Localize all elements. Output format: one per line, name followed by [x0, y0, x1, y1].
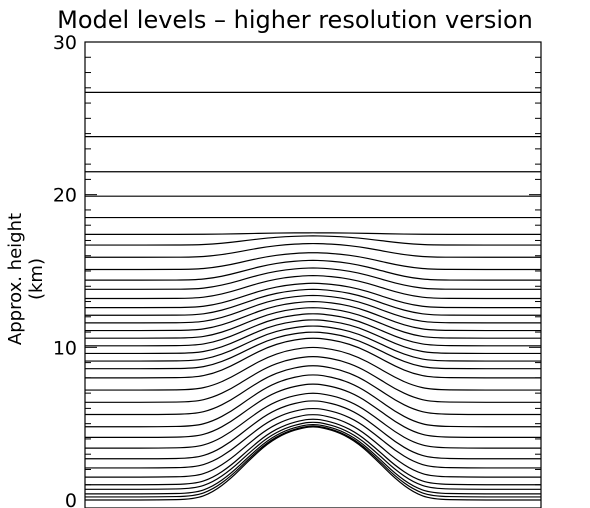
plot-frame	[84, 41, 542, 508]
model-level-line-17	[85, 319, 541, 355]
model-level-line-29	[85, 235, 541, 246]
model-level-line-25	[85, 267, 541, 290]
model-level-line-12	[84, 356, 541, 403]
model-level-line-4	[84, 418, 541, 486]
model-level-line-8	[85, 392, 541, 449]
model-level-line-13	[85, 346, 541, 391]
model-level-line-5	[85, 414, 541, 478]
y-tick-label-0: 0	[65, 490, 77, 508]
model-level-line-2	[85, 424, 541, 495]
model-level-line-23	[84, 282, 541, 309]
model-level-line-3	[84, 421, 541, 490]
y-tick-label-10: 10	[53, 337, 77, 359]
model-level-line-19	[85, 307, 541, 339]
model-level-line-15	[84, 331, 541, 370]
model-level-line-28	[85, 242, 541, 258]
model-level-line-24	[84, 275, 541, 300]
axis-ticks: 0 10 20 30	[53, 32, 541, 508]
y-tick-label-30: 30	[53, 32, 77, 54]
model-level-line-16	[85, 325, 541, 362]
model-level-lines	[84, 91, 541, 501]
chart-title: Model levels – higher resolution version	[57, 6, 533, 34]
model-level-line-9	[85, 383, 541, 439]
model-level-line-1	[84, 425, 541, 498]
model-level-line-10	[85, 374, 541, 428]
model-level-line-18	[85, 313, 541, 347]
terrain-line	[84, 426, 541, 501]
model-level-line-26	[85, 259, 541, 281]
model-level-line-20	[85, 301, 541, 332]
model-level-line-21	[85, 294, 541, 324]
model-level-line-30	[85, 232, 541, 235]
model-level-line-7	[85, 400, 541, 460]
y-tick-label-20: 20	[53, 185, 77, 207]
model-level-line-27	[84, 252, 541, 271]
model-level-line-6	[85, 407, 541, 469]
model-level-line-22	[84, 288, 541, 316]
model-level-line-14	[85, 337, 541, 379]
model-level-line-11	[85, 365, 541, 416]
